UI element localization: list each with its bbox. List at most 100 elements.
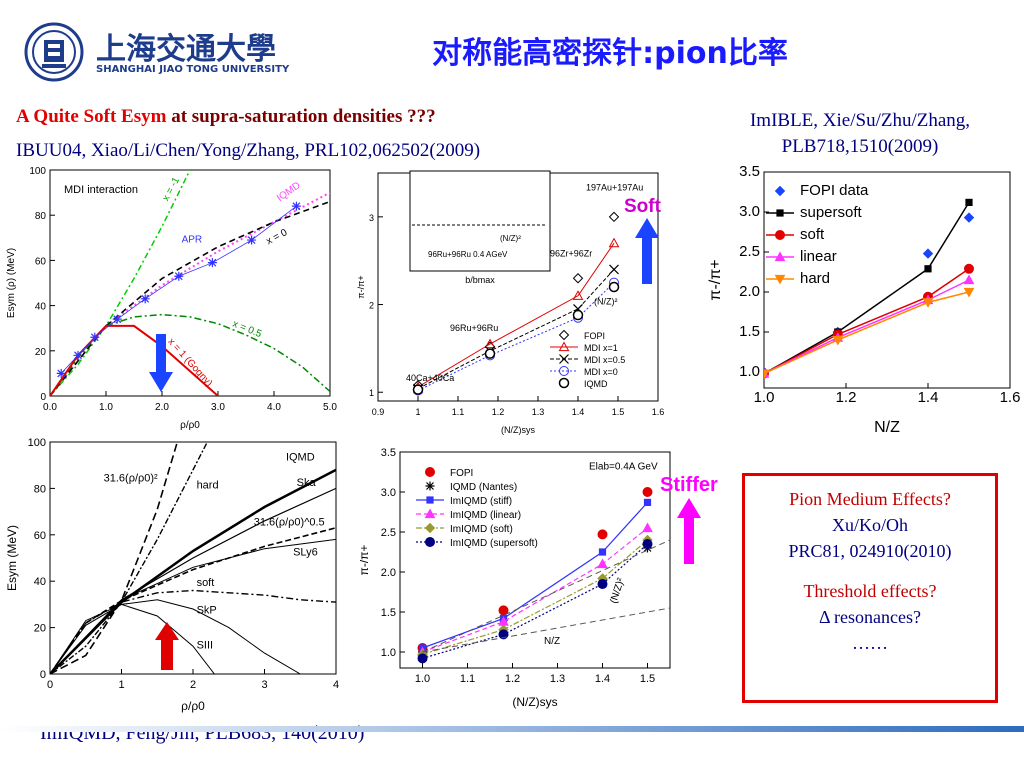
y-tick-label: 2.0 (381, 567, 396, 579)
citation-top-right-1: ImIBLE, Xie/Su/Zhu/Zhang, (749, 110, 971, 131)
y-tick-label: 80 (34, 483, 46, 495)
series-line (764, 202, 970, 375)
data-point (598, 548, 607, 556)
chart-pion-imible: 1.0 1.2 1.4 1.6 1.0 1.5 2.0 2.5 3.0 3.5 N/Z π-/π+ FO… (707, 163, 1020, 436)
annotation: Ska (297, 477, 317, 489)
x-tick-label: 1.0 (99, 402, 113, 413)
chart-esym-mdi: 0.0 1.0 2.0 3.0 4.0 5.0 0 20 40 60 80 100 ρ/ρ0 Esym (… (6, 166, 337, 431)
down-arrow-icon (149, 334, 173, 392)
inset-annotation: (N/Z)² (500, 234, 521, 243)
series-group (412, 211, 620, 396)
data-point (643, 498, 652, 506)
y-tick-label: 20 (35, 347, 47, 358)
legend-entry: MDI x=0 (584, 367, 618, 377)
up-arrow-icon-red (155, 622, 179, 670)
plot-frame (399, 451, 671, 669)
annotation: 197Au+197Au (586, 183, 643, 193)
x-tick-label: 0.0 (43, 402, 57, 413)
x-tick-label: 1.6 (652, 407, 665, 417)
annotation: 96Zr+96Zr (550, 248, 592, 258)
y-tick-label: 3.0 (739, 203, 760, 220)
legend-entry: FOPI (450, 468, 473, 479)
legend-marker (559, 354, 569, 364)
annotation: N/Z (544, 636, 560, 647)
x-axis-label: (N/Z)sys (512, 695, 557, 709)
reference-line-nz (422, 607, 671, 653)
data-point (597, 529, 608, 540)
annotation: hard (197, 479, 219, 491)
annotation: MDI interaction (64, 184, 138, 196)
data-point (498, 629, 509, 640)
x-tick-label: 1.4 (572, 407, 585, 417)
legend-entry: IQMD (Nantes) (450, 482, 517, 493)
x-tick-label: 5.0 (323, 402, 337, 413)
legend-entry: linear (800, 248, 837, 265)
box-line-3: PRC81, 024910(2010) (788, 541, 952, 561)
legend-marker (424, 522, 436, 534)
x-tick-label: 3.0 (211, 402, 225, 413)
series-line (422, 539, 648, 655)
x-tick-label: 1.5 (640, 673, 655, 685)
x-tick-label: 1.4 (595, 673, 610, 685)
y-axis-label: π-/π+ (707, 259, 724, 300)
annotation: Elab=0.4A GeV (589, 462, 658, 473)
y-tick-label: 1.0 (739, 363, 760, 380)
y-axis-label: Esym (ρ) (MeV) (6, 248, 17, 318)
headline-part2: at supra-saturation densities ??? (166, 106, 436, 127)
data-point (572, 290, 584, 300)
y-tick-label: 3 (369, 213, 374, 223)
legend-entry: soft (800, 226, 825, 243)
series-line (764, 279, 970, 375)
data-point (922, 248, 934, 259)
legend-entry: supersoft (800, 204, 863, 221)
data-point (597, 579, 608, 589)
data-point (608, 281, 620, 293)
data-point (964, 263, 974, 274)
logo-english-name: SHANGHAI JIAO TONG UNIVERSITY (96, 64, 290, 75)
data-point (608, 211, 620, 223)
x-tick-label: 1 (415, 407, 420, 417)
x-tick-label: 1.2 (836, 389, 857, 406)
series-line (50, 170, 191, 396)
box-line-4: Threshold effects? (803, 581, 937, 601)
series-group (50, 170, 330, 396)
logo-chinese-name: 上海交通大學 (96, 32, 276, 67)
data-point (642, 539, 653, 549)
data-point (73, 350, 83, 360)
x-axis-label: ρ/ρ0 (181, 699, 205, 713)
y-tick-label: 3.5 (381, 447, 396, 459)
y-tick-label: 40 (35, 302, 47, 313)
y-tick-label: 80 (35, 211, 47, 222)
series-line (50, 538, 336, 674)
data-point (963, 287, 975, 298)
legend-entry: FOPI (584, 331, 605, 341)
annotation: 31.6(ρ/ρ0)² (104, 472, 158, 484)
x-tick-label: 1.1 (460, 673, 475, 685)
data-point (922, 298, 934, 308)
x-tick-label: 1.4 (918, 389, 939, 406)
footer-bar (0, 726, 1024, 732)
y-tick-label: 2.5 (739, 243, 760, 260)
legend-entry: ImIQMD (soft) (450, 524, 513, 535)
data-point (572, 309, 584, 321)
x-tick-label: 2.0 (155, 402, 169, 413)
legend-entry: FOPI data (800, 182, 869, 199)
annotation: SIII (197, 639, 214, 651)
citation-top-right-2: PLB718,1510(2009) (781, 136, 939, 157)
legend-entry: hard (800, 270, 830, 287)
legend-entry: ImIQMD (stiff) (450, 496, 512, 507)
legend-marker (558, 329, 570, 341)
y-tick-label: 2 (369, 301, 374, 311)
x-tick-label: 1.0 (754, 389, 775, 406)
y-tick-label: 0 (40, 392, 46, 403)
headline-part1: A Quite Soft Esym (16, 106, 167, 127)
y-tick-label: 1.5 (739, 323, 760, 340)
y-tick-label: 40 (34, 576, 46, 588)
annotation: IQMD (286, 452, 315, 464)
legend-marker (425, 467, 435, 477)
legend-marker (775, 230, 785, 240)
data-point (608, 237, 620, 248)
y-tick-label: 0 (40, 669, 46, 681)
series-group (764, 198, 975, 380)
